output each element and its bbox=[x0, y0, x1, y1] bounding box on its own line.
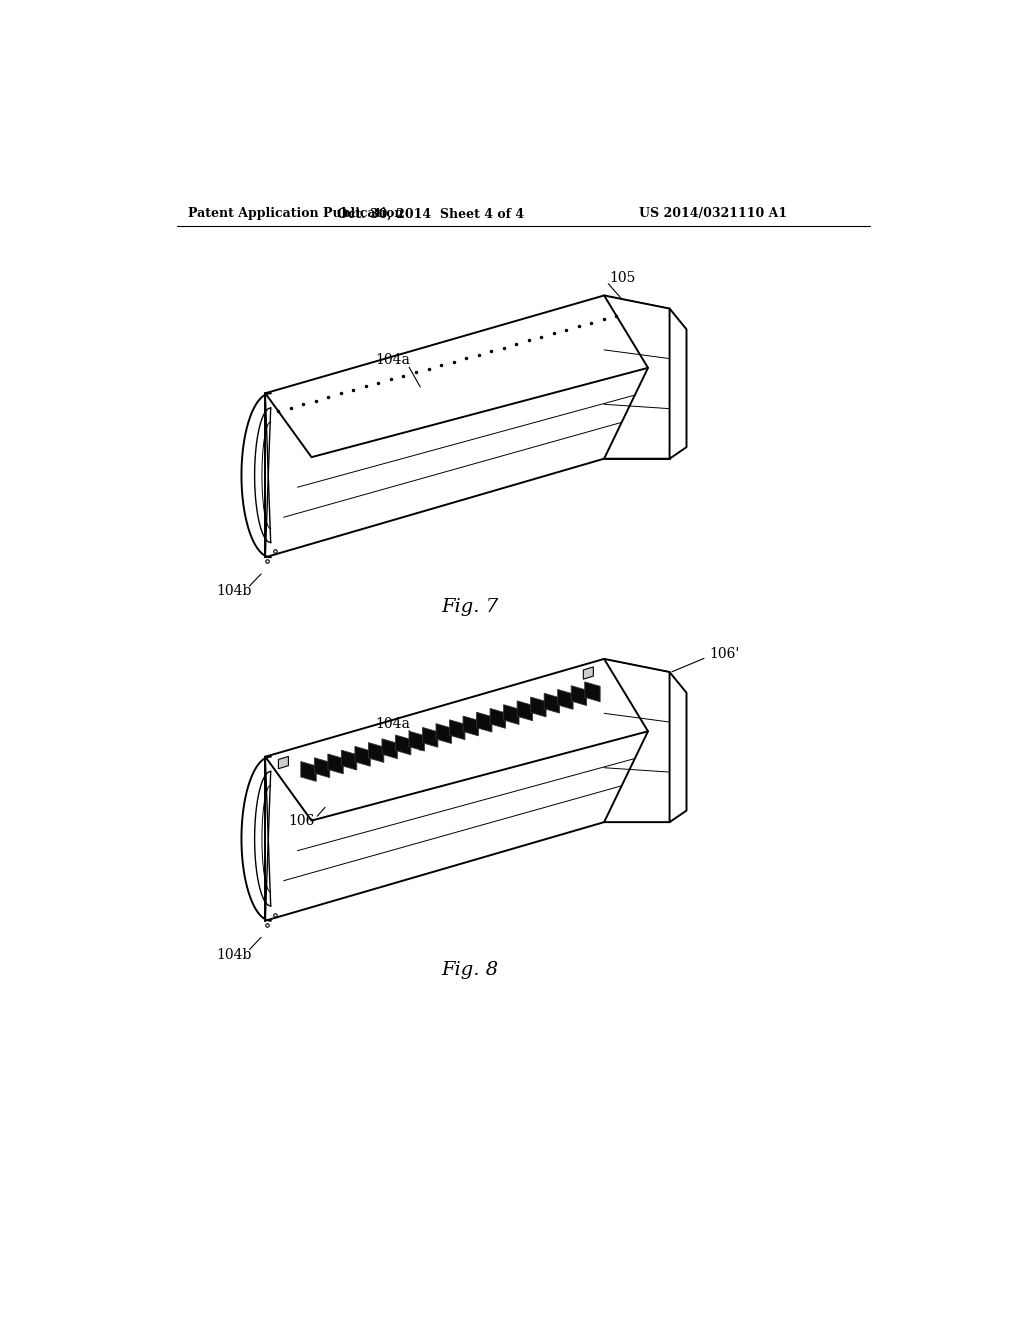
Polygon shape bbox=[369, 743, 384, 763]
Polygon shape bbox=[463, 715, 478, 735]
Polygon shape bbox=[409, 731, 424, 751]
Polygon shape bbox=[279, 756, 289, 768]
Text: 104a: 104a bbox=[376, 717, 411, 730]
Polygon shape bbox=[476, 713, 492, 733]
Polygon shape bbox=[382, 739, 397, 759]
Polygon shape bbox=[571, 685, 587, 705]
Polygon shape bbox=[584, 667, 593, 680]
Polygon shape bbox=[450, 719, 465, 739]
Polygon shape bbox=[504, 705, 519, 725]
Text: 105: 105 bbox=[609, 271, 636, 285]
Polygon shape bbox=[355, 746, 371, 766]
Polygon shape bbox=[517, 701, 532, 721]
Text: 106: 106 bbox=[289, 813, 314, 828]
Polygon shape bbox=[301, 762, 316, 781]
Polygon shape bbox=[436, 723, 452, 743]
Text: US 2014/0321110 A1: US 2014/0321110 A1 bbox=[639, 207, 786, 220]
Polygon shape bbox=[314, 758, 330, 777]
Text: Fig. 7: Fig. 7 bbox=[440, 598, 498, 615]
Text: 104a: 104a bbox=[376, 354, 411, 367]
Polygon shape bbox=[328, 754, 343, 774]
Text: Oct. 30, 2014  Sheet 4 of 4: Oct. 30, 2014 Sheet 4 of 4 bbox=[337, 207, 524, 220]
Polygon shape bbox=[585, 682, 600, 702]
Text: Patent Application Publication: Patent Application Publication bbox=[188, 207, 403, 220]
Polygon shape bbox=[490, 709, 506, 729]
Polygon shape bbox=[395, 735, 411, 755]
Polygon shape bbox=[423, 727, 438, 747]
Text: Fig. 8: Fig. 8 bbox=[440, 961, 498, 979]
Text: 104b: 104b bbox=[217, 948, 252, 961]
Polygon shape bbox=[341, 750, 356, 770]
Polygon shape bbox=[530, 697, 546, 717]
Text: 104b: 104b bbox=[217, 585, 252, 598]
Text: 106': 106' bbox=[710, 647, 740, 660]
Polygon shape bbox=[544, 693, 559, 713]
Polygon shape bbox=[558, 689, 573, 709]
